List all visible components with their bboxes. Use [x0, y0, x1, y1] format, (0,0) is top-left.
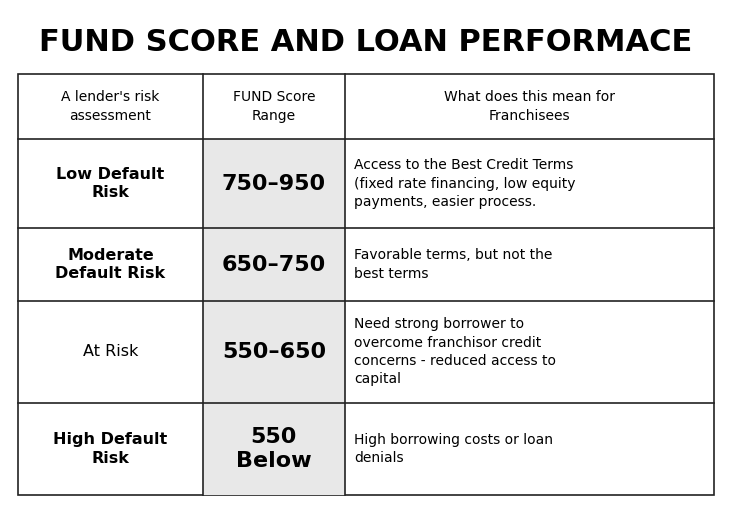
Text: Low Default
Risk: Low Default Risk — [56, 167, 165, 200]
Bar — [203, 228, 346, 301]
Text: What does this mean for
Franchisees: What does this mean for Franchisees — [444, 90, 615, 122]
Text: Favorable terms, but not the
best terms: Favorable terms, but not the best terms — [354, 248, 553, 281]
Text: Need strong borrower to
overcome franchisor credit
concerns - reduced access to
: Need strong borrower to overcome franchi… — [354, 318, 556, 387]
Bar — [203, 139, 346, 228]
Text: 550–650: 550–650 — [222, 342, 326, 362]
Bar — [203, 301, 346, 403]
Text: 550
Below: 550 Below — [236, 427, 312, 471]
Text: Moderate
Default Risk: Moderate Default Risk — [56, 248, 165, 281]
Text: 650–750: 650–750 — [222, 255, 326, 275]
Bar — [18, 74, 714, 495]
Bar — [203, 403, 346, 495]
Text: FUND Score
Range: FUND Score Range — [233, 90, 315, 122]
Text: A lender's risk
assessment: A lender's risk assessment — [61, 90, 160, 122]
Text: At Risk: At Risk — [83, 344, 138, 359]
Text: Access to the Best Credit Terms
(fixed rate financing, low equity
payments, easi: Access to the Best Credit Terms (fixed r… — [354, 158, 575, 209]
Text: 750–950: 750–950 — [222, 174, 326, 194]
Text: High Default
Risk: High Default Risk — [53, 432, 168, 466]
Text: FUND SCORE AND LOAN PERFORMACE: FUND SCORE AND LOAN PERFORMACE — [40, 28, 692, 57]
Text: High borrowing costs or loan
denials: High borrowing costs or loan denials — [354, 433, 553, 465]
